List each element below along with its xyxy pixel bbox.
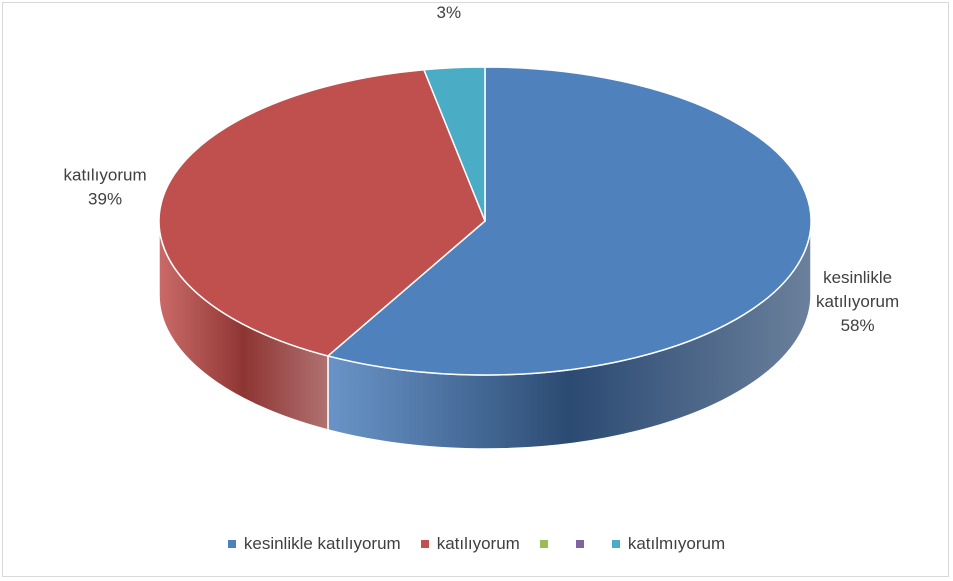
legend-entry-blank-green bbox=[539, 540, 556, 548]
chart-legend: kesinlikle katılıyorum katılıyorum katıl… bbox=[3, 531, 950, 557]
legend-entry-kesinlikle-katiliyorum: kesinlikle katılıyorum bbox=[227, 534, 401, 554]
legend-label-kesinlikle-katiliyorum: kesinlikle katılıyorum bbox=[243, 534, 401, 553]
data-label-percent: 39% bbox=[88, 190, 122, 209]
legend-entry-blank-purple bbox=[575, 540, 592, 548]
pie-chart: kesinliklekatılıyorum58%katılıyorum39%ka… bbox=[63, 3, 899, 450]
data-label-percent: 58% bbox=[841, 316, 875, 335]
legend-swatch-blank-green bbox=[539, 540, 548, 548]
legend-entry-katilmiyorum: katılmıyorum bbox=[611, 534, 726, 554]
pie-slice-1 bbox=[158, 68, 486, 357]
legend-entry-katiliyorum: katılıyorum bbox=[420, 534, 520, 554]
legend-label-katilmiyorum: katılmıyorum bbox=[627, 534, 726, 553]
legend-swatch-katiliyorum bbox=[420, 540, 429, 548]
data-label-2: katılmıyorum3% bbox=[400, 3, 497, 22]
legend-label-katiliyorum: katılıyorum bbox=[436, 534, 520, 553]
data-label-name: katılıyorum bbox=[816, 292, 899, 311]
legend-swatch-katilmiyorum bbox=[611, 540, 620, 548]
data-label-name: katılıyorum bbox=[63, 166, 146, 185]
pie-slice-2 bbox=[423, 66, 486, 222]
data-label-name: kesinlikle bbox=[823, 268, 892, 287]
data-label-percent: 3% bbox=[437, 3, 462, 22]
data-label-0: kesinlikle katılıyorum 58% bbox=[816, 268, 899, 335]
data-label-1: katılıyorum 39% bbox=[63, 166, 146, 209]
legend-swatch-blank-purple bbox=[575, 540, 584, 548]
legend-swatch-kesinlikle-katiliyorum bbox=[227, 540, 236, 548]
pie-slice-0 bbox=[327, 66, 812, 376]
